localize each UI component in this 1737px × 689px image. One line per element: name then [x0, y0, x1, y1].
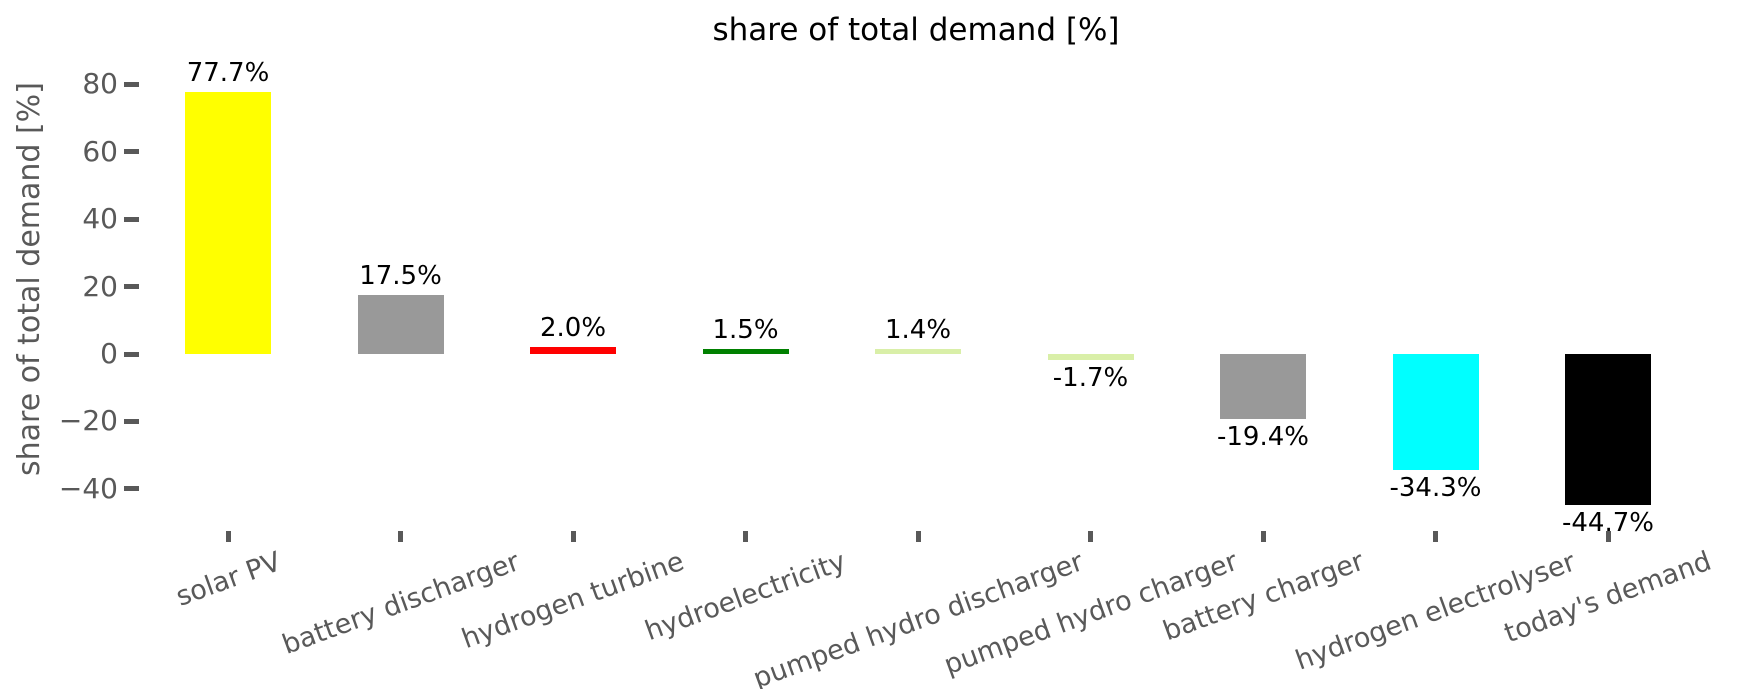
chart-title: share of total demand [%] [712, 12, 1120, 48]
bar-value-label: -1.7% [1052, 362, 1129, 393]
y-tick-label: 40 [82, 202, 118, 236]
y-tick-mark [124, 81, 139, 87]
bar-hydroelectricity [702, 348, 789, 354]
x-tick-mark [570, 531, 576, 542]
y-tick-mark [124, 149, 139, 155]
x-tick-mark [1088, 531, 1093, 542]
bar-value-label: 17.5% [359, 261, 442, 292]
y-tick-label: 0 [100, 337, 118, 370]
y-tick-label: 20 [82, 269, 118, 303]
x-tick-mark [915, 531, 921, 542]
bar-pumped-hydro-charger [1047, 354, 1134, 360]
bar-value-label: 2.0% [539, 313, 607, 344]
bar-hydrogen-electrolyser [1392, 354, 1479, 470]
bar-battery-discharger [357, 295, 444, 354]
bar-hydrogen-turbine [530, 347, 616, 354]
y-tick-label: −20 [58, 404, 118, 438]
x-tick-mark [1605, 531, 1611, 542]
bar-pumped-hydro-discharger [875, 349, 961, 354]
bar-value-label: 77.7% [186, 58, 270, 89]
bar-value-label: -34.3% [1389, 472, 1482, 503]
bar-value-label: -19.4% [1217, 422, 1309, 453]
y-tick-mark [124, 216, 139, 222]
x-tick-mark [1260, 531, 1266, 542]
x-tick-mark [743, 531, 748, 542]
x-tick-label-solar-pv: solar PV [171, 545, 285, 613]
y-tick-mark [124, 418, 139, 424]
y-tick-mark [124, 486, 139, 492]
bar-today-s-demand [1565, 354, 1651, 505]
bar-value-label: 1.5% [712, 314, 779, 345]
y-tick-label: −40 [58, 471, 118, 505]
y-tick-label: 80 [82, 67, 118, 101]
bar-value-label: 1.4% [884, 315, 952, 346]
x-tick-mark [1433, 531, 1438, 542]
x-tick-mark [225, 531, 231, 542]
bar-solar-pv [185, 92, 271, 354]
y-tick-mark [124, 284, 139, 290]
y-tick-mark [124, 351, 139, 357]
x-tick-mark [398, 531, 403, 542]
y-tick-label: 60 [82, 134, 118, 168]
bar-battery-charger [1220, 354, 1306, 420]
